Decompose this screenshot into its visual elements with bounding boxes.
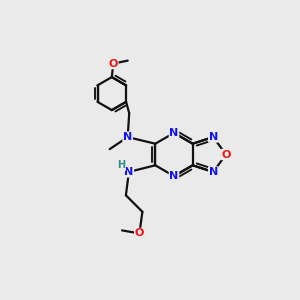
Text: N: N bbox=[208, 132, 218, 142]
Text: N: N bbox=[208, 167, 218, 177]
Text: H: H bbox=[117, 160, 125, 170]
Text: N: N bbox=[169, 128, 178, 138]
Text: N: N bbox=[169, 171, 178, 181]
Text: O: O bbox=[109, 58, 118, 69]
Text: N: N bbox=[124, 167, 134, 177]
Text: N: N bbox=[123, 132, 132, 142]
Text: O: O bbox=[135, 228, 144, 239]
Text: O: O bbox=[221, 149, 231, 160]
